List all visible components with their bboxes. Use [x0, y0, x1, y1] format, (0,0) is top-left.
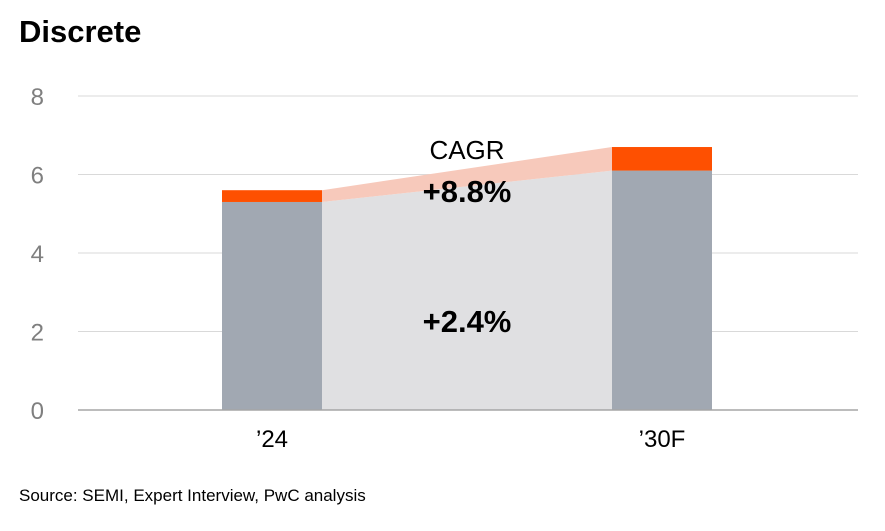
bottom-cagr-value: +2.4% — [423, 304, 512, 339]
y-tick-label: 0 — [31, 398, 44, 425]
y-tick-label: 2 — [31, 320, 44, 347]
chart-title: Discrete — [19, 14, 142, 49]
bar-base-1 — [612, 170, 712, 410]
top-cagr-value: +8.8% — [423, 174, 512, 209]
bar-base-0 — [222, 201, 322, 410]
x-tick-label: ’24 — [256, 426, 288, 453]
y-tick-label: 6 — [31, 163, 44, 190]
bar-top-0 — [222, 190, 322, 202]
y-tick-label: 4 — [31, 241, 44, 268]
cagr-label: CAGR — [429, 135, 504, 165]
source-note: Source: SEMI, Expert Interview, PwC anal… — [19, 486, 366, 505]
base-connector-band — [322, 170, 612, 410]
bar-top-1 — [612, 147, 712, 171]
x-tick-label: ’30F — [639, 426, 686, 453]
y-tick-label: 8 — [31, 84, 44, 111]
top-connector-band — [322, 147, 612, 202]
